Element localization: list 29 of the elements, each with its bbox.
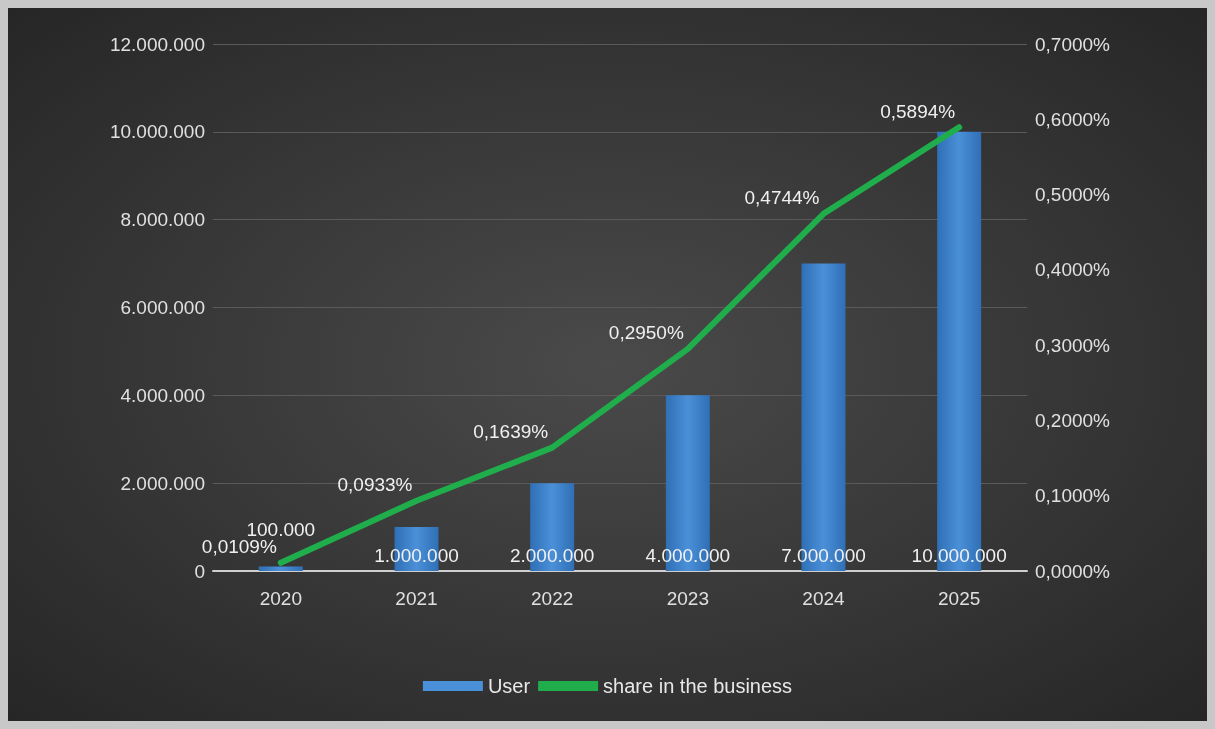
- y-tick-label: 8.000.000: [120, 209, 205, 231]
- data-label: 0,4744%: [744, 187, 820, 209]
- y-tick-label: 4.000.000: [120, 384, 205, 406]
- x-tick-label: 2025: [938, 588, 981, 609]
- legend-label: User: [487, 675, 531, 697]
- x-tick-label: 2020: [259, 588, 302, 609]
- y2-tick-label: 0,0000%: [1035, 560, 1111, 582]
- y2-tick-label: 0,5000%: [1035, 184, 1111, 206]
- x-tick-label: 2023: [666, 588, 709, 609]
- y2-tick-label: 0,6000%: [1035, 108, 1111, 130]
- y2-tick-label: 0,4000%: [1035, 259, 1111, 281]
- y-tick-label: 12.000.000: [109, 33, 205, 55]
- legend-label: share in the business: [603, 675, 793, 697]
- y2-tick-label: 0,1000%: [1035, 485, 1111, 507]
- x-tick-label: 2024: [802, 588, 846, 609]
- y-tick-label: 0: [194, 560, 205, 582]
- y-tick-label: 6.000.000: [120, 297, 205, 318]
- y2-tick-label: 0,2000%: [1035, 409, 1111, 431]
- data-label: 0,1639%: [473, 421, 549, 443]
- data-label: 0,5894%: [880, 100, 956, 122]
- y2-tick-label: 0,7000%: [1035, 33, 1111, 55]
- bar: [258, 566, 303, 571]
- x-tick-label: 2022: [531, 588, 574, 609]
- y-tick-label: 10.000.000: [109, 121, 205, 143]
- y2-tick-label: 0,3000%: [1035, 334, 1111, 356]
- data-label: 0,2950%: [608, 322, 684, 344]
- y-tick-label: 2.000.000: [120, 472, 205, 494]
- data-label: 0,0933%: [337, 474, 413, 496]
- x-tick-label: 2021: [395, 588, 438, 609]
